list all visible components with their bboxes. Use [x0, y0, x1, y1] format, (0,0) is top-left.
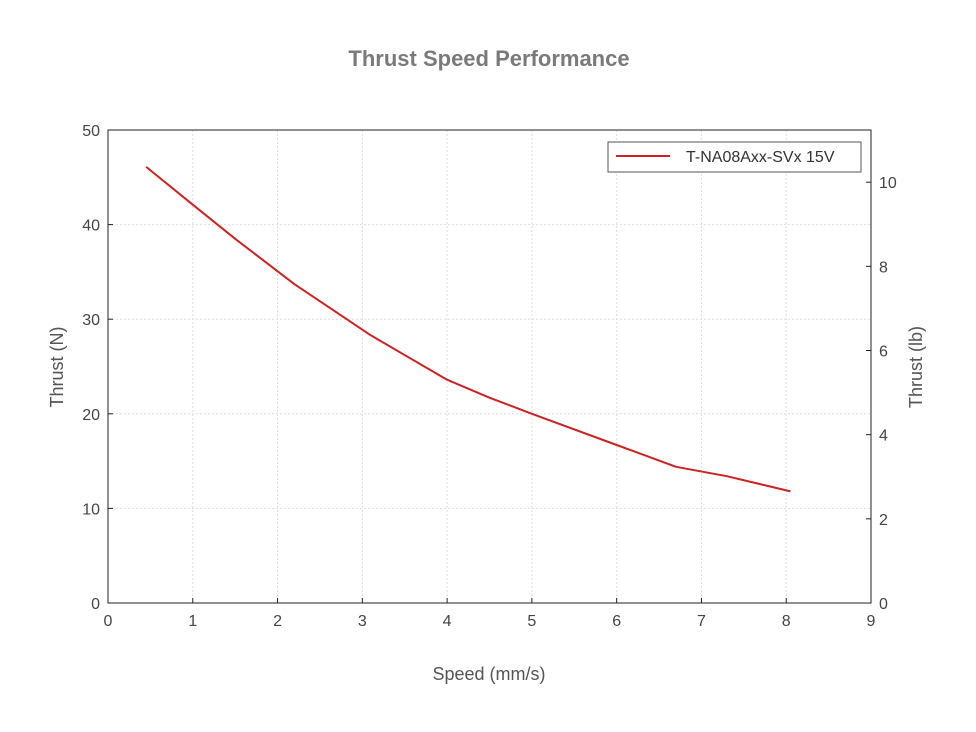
- x-tick-label: 7: [697, 613, 706, 630]
- y-tick-label: 50: [82, 123, 100, 140]
- y-tick-label: 40: [82, 218, 100, 235]
- legend: T-NA08Axx-SVx 15V: [607, 141, 862, 173]
- y2-tick-label: 4: [879, 428, 888, 445]
- x-tick-label: 0: [104, 613, 113, 630]
- grid: [108, 130, 871, 603]
- y-tick-label: 20: [82, 407, 100, 424]
- chart-title: Thrust Speed Performance: [348, 46, 629, 71]
- y-axis-title: Thrust (N): [47, 327, 67, 408]
- x-tick-label: 5: [527, 613, 536, 630]
- x-tick-label: 2: [273, 613, 282, 630]
- x-tick-label: 6: [612, 613, 621, 630]
- x-axis-title: Speed (mm/s): [432, 664, 545, 684]
- y2-tick-label: 8: [879, 259, 888, 276]
- legend-label: T-NA08Axx-SVx 15V: [686, 149, 835, 166]
- y-tick-label: 10: [82, 501, 100, 518]
- x-tick-label: 3: [358, 613, 367, 630]
- x-tick-label: 4: [443, 613, 452, 630]
- series-line: [145, 166, 791, 493]
- plot-frame: [107, 129, 872, 604]
- series-layer: [145, 166, 791, 493]
- x-tick-label: 8: [782, 613, 791, 630]
- y2-tick-label: 10: [879, 175, 897, 192]
- y2-tick-label: 6: [879, 344, 888, 361]
- legend-box: [607, 141, 862, 173]
- x-tick-label: 9: [867, 613, 876, 630]
- y2-tick-label: 0: [879, 596, 888, 613]
- y2-axis-title: Thrust (lb): [906, 326, 926, 408]
- y2-tick-label: 2: [879, 512, 888, 529]
- y-tick-label: 0: [91, 596, 100, 613]
- y-tick-label: 30: [82, 312, 100, 329]
- x-tick-label: 1: [188, 613, 197, 630]
